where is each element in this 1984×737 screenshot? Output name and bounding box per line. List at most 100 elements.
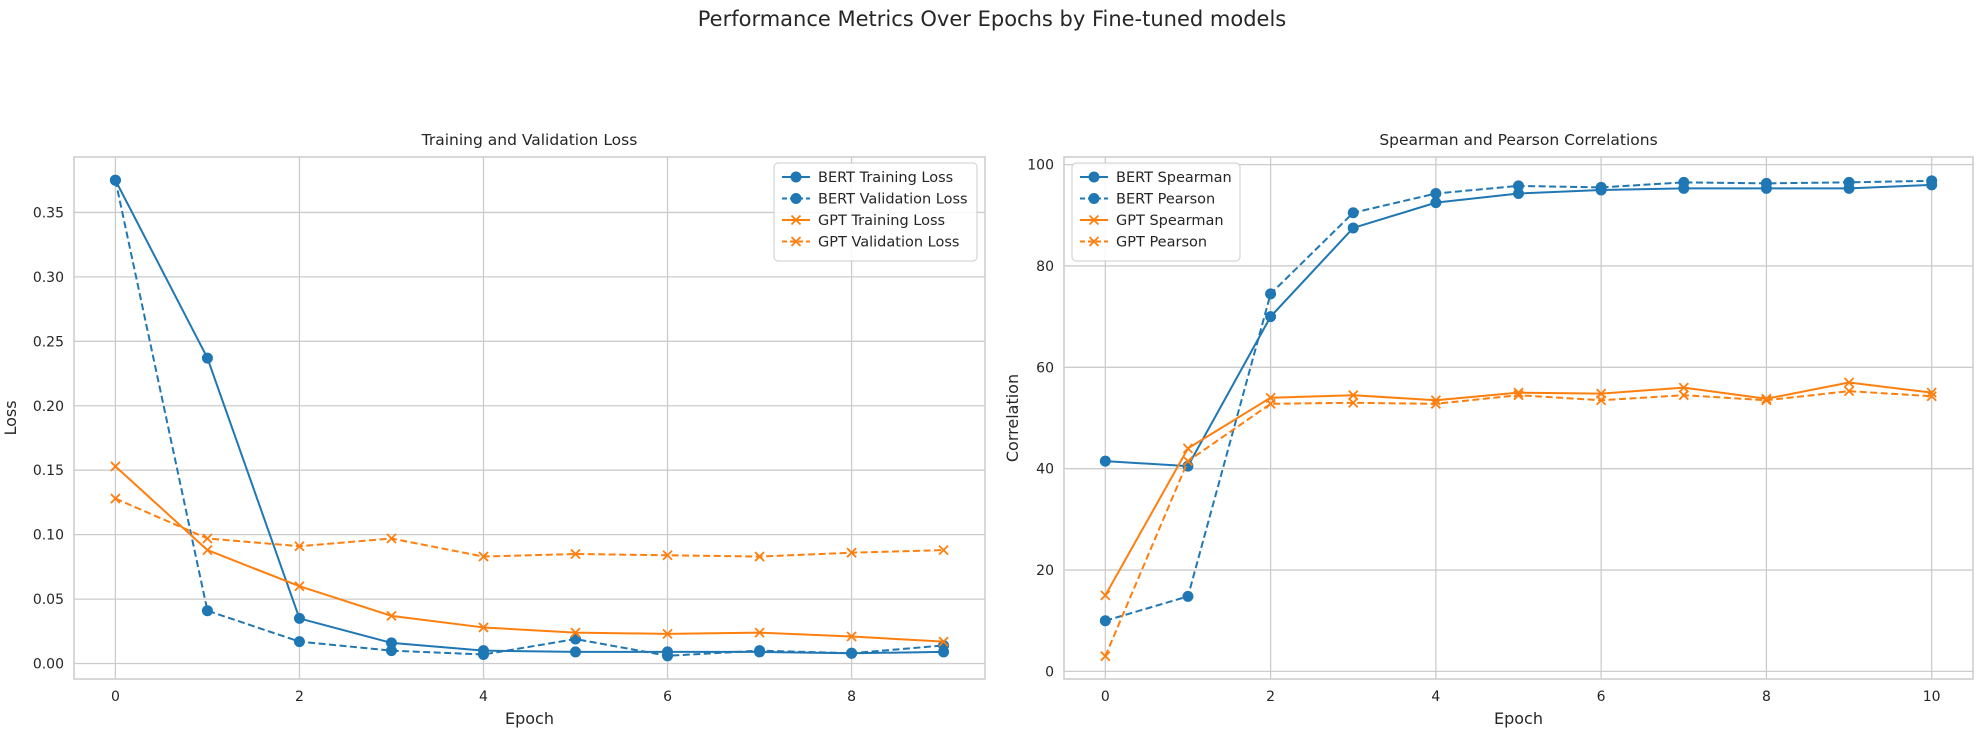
series-line xyxy=(114,179,944,657)
legend-marker xyxy=(1088,214,1100,226)
data-point xyxy=(1182,443,1194,454)
data-point xyxy=(294,581,305,592)
data-point xyxy=(570,548,581,560)
data-point xyxy=(294,541,305,552)
data-point xyxy=(386,533,397,544)
series-gpt-training-loss xyxy=(110,461,949,647)
data-point xyxy=(201,352,213,364)
data-point xyxy=(1595,181,1607,193)
y-tick-label: 0.10 xyxy=(33,528,64,544)
data-point xyxy=(385,645,397,657)
legend-item: GPT Spearman xyxy=(1080,213,1224,229)
data-point xyxy=(293,612,305,624)
series-line xyxy=(115,497,944,558)
data-point xyxy=(1843,377,1855,388)
data-point xyxy=(662,628,673,640)
legend-marker xyxy=(790,193,802,204)
data-point xyxy=(1430,398,1441,409)
data-point xyxy=(1596,395,1607,406)
plot-frame xyxy=(73,156,986,680)
x-tick-label: 8 xyxy=(847,689,856,705)
data-point xyxy=(202,533,213,544)
legend-marker xyxy=(1088,193,1100,204)
legend-label: GPT Spearman xyxy=(1116,213,1224,229)
legend-item: GPT Validation Loss xyxy=(782,235,959,251)
loss-chart: 0 2 4 6 8 0.00 0.05 0.10 0.15 0.20 0.25 0.30 0.35 Tra… xyxy=(1,131,986,728)
data-point xyxy=(1843,176,1855,188)
data-point xyxy=(1513,180,1524,192)
data-point xyxy=(938,544,949,556)
legend-item: BERT Pearson xyxy=(1080,192,1215,208)
x-tick-label: 0 xyxy=(1101,689,1110,705)
data-point xyxy=(1678,390,1689,401)
y-axis-label: Correlation xyxy=(1003,374,1022,462)
legend-marker xyxy=(790,171,802,183)
x-tick-label: 2 xyxy=(1266,689,1275,705)
series-gpt-spearman xyxy=(1100,377,1937,601)
x-axis-label: Epoch xyxy=(1494,709,1543,728)
data-point xyxy=(662,550,673,561)
y-tick-label: 0.35 xyxy=(33,205,64,221)
data-point xyxy=(754,645,766,657)
data-point xyxy=(110,493,121,504)
y-tick-label: 60 xyxy=(1036,360,1054,376)
data-point xyxy=(662,650,674,662)
data-point xyxy=(570,627,581,638)
data-point xyxy=(1100,651,1111,662)
figure-title: Performance Metrics Over Epochs by Fine-… xyxy=(698,7,1287,31)
data-point xyxy=(386,610,397,621)
legend-item: GPT Training Loss xyxy=(782,213,945,229)
y-axis-label: Loss xyxy=(1,400,20,435)
x-tick-label: 10 xyxy=(1923,689,1941,705)
y-tick-label: 0.30 xyxy=(33,270,64,286)
data-point xyxy=(1926,175,1938,187)
data-point xyxy=(754,551,765,562)
data-point xyxy=(938,636,949,647)
legend-label: GPT Training Loss xyxy=(818,213,945,229)
data-point xyxy=(1265,311,1277,323)
data-point xyxy=(1348,397,1359,408)
y-tick-label: 80 xyxy=(1036,259,1054,275)
data-point xyxy=(570,646,582,658)
x-tick-label: 8 xyxy=(1762,689,1771,705)
data-point xyxy=(477,649,489,661)
legend-box xyxy=(773,162,978,262)
y-tick-label: 100 xyxy=(1027,158,1054,174)
y-tick-label: 0 xyxy=(1045,664,1054,680)
data-point xyxy=(1099,615,1111,627)
legend-label: GPT Pearson xyxy=(1116,235,1207,251)
x-tick-label: 6 xyxy=(1597,689,1606,705)
data-point xyxy=(1430,197,1442,209)
plot-frame xyxy=(1063,156,1974,680)
legend-label: BERT Pearson xyxy=(1116,192,1215,208)
y-tick-label: 0.15 xyxy=(33,463,64,479)
y-tick-label: 0.00 xyxy=(33,657,64,673)
x-tick-label: 4 xyxy=(479,689,488,705)
x-tick-label: 6 xyxy=(663,689,672,705)
y-tick-label: 40 xyxy=(1036,462,1054,478)
data-point xyxy=(1182,455,1194,467)
series-gpt-pearson xyxy=(1100,386,1937,662)
data-point xyxy=(1761,395,1772,406)
data-point xyxy=(202,544,213,556)
legend-box xyxy=(1071,162,1241,262)
legend-label: BERT Training Loss xyxy=(818,170,953,186)
data-point xyxy=(1348,390,1359,401)
data-point xyxy=(1761,393,1772,404)
legend-item: BERT Training Loss xyxy=(782,170,953,186)
legend-item: GPT Pearson xyxy=(1080,235,1207,251)
data-point xyxy=(1347,222,1359,234)
legend: BERT Training Loss BERT Validation Loss GP… xyxy=(773,162,978,262)
y-tick-label: 0.05 xyxy=(33,592,64,608)
series-gpt-validation-loss xyxy=(110,493,949,562)
legend-item: BERT Validation Loss xyxy=(782,192,968,208)
y-tick-label: 0.25 xyxy=(33,334,64,350)
x-axis-label: Epoch xyxy=(505,709,554,728)
legend-label: BERT Spearman xyxy=(1116,170,1232,186)
data-point xyxy=(570,633,582,645)
legend-label: BERT Validation Loss xyxy=(818,192,968,208)
legend-item: BERT Spearman xyxy=(1080,170,1232,186)
data-point xyxy=(1513,390,1524,401)
